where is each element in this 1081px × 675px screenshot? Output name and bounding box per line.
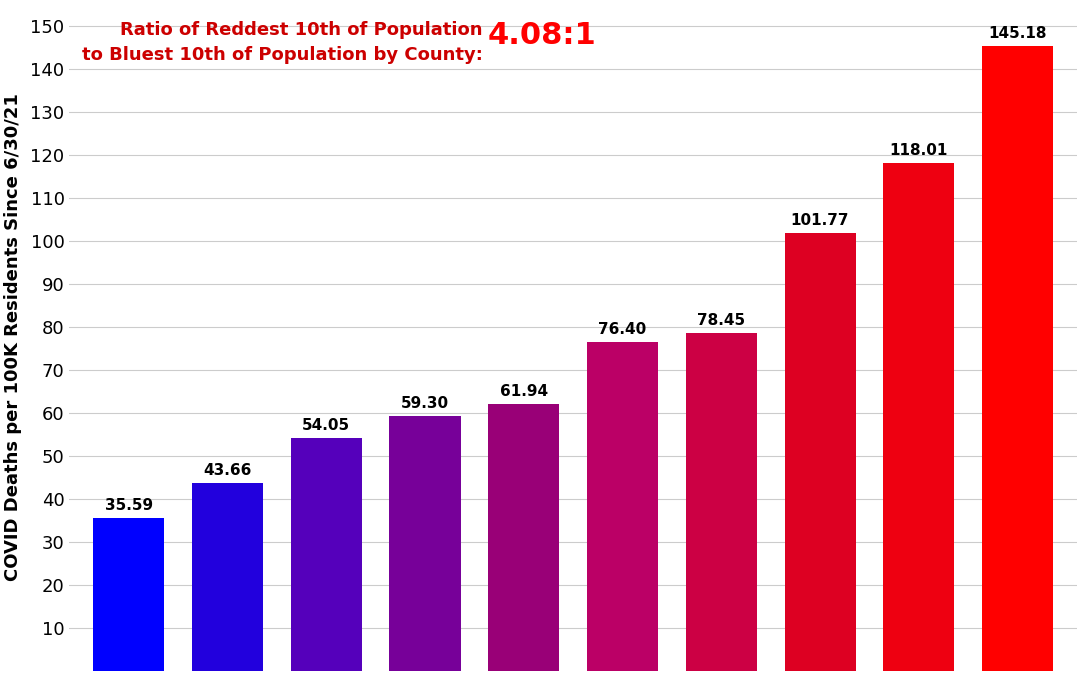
Bar bbox=[489, 404, 559, 671]
Bar bbox=[685, 333, 757, 671]
Text: 54.05: 54.05 bbox=[303, 418, 350, 433]
Text: 61.94: 61.94 bbox=[499, 384, 548, 400]
Text: 35.59: 35.59 bbox=[105, 497, 152, 512]
Text: 118.01: 118.01 bbox=[890, 143, 948, 158]
Bar bbox=[389, 416, 461, 671]
Text: 76.40: 76.40 bbox=[599, 322, 646, 337]
Bar bbox=[785, 233, 856, 671]
Bar bbox=[982, 47, 1053, 671]
Bar bbox=[291, 438, 362, 671]
Bar bbox=[93, 518, 164, 671]
Text: 101.77: 101.77 bbox=[791, 213, 850, 228]
Bar bbox=[587, 342, 658, 671]
Text: 59.30: 59.30 bbox=[401, 396, 449, 410]
Text: 43.66: 43.66 bbox=[203, 463, 252, 478]
Text: 78.45: 78.45 bbox=[697, 313, 746, 328]
Bar bbox=[192, 483, 263, 671]
Bar bbox=[883, 163, 955, 671]
Y-axis label: COVID Deaths per 100K Residents Since 6/30/21: COVID Deaths per 100K Residents Since 6/… bbox=[4, 94, 23, 581]
Text: 145.18: 145.18 bbox=[988, 26, 1046, 41]
Text: 4.08:1: 4.08:1 bbox=[488, 21, 597, 50]
Text: Ratio of Reddest 10th of Population
to Bluest 10th of Population by County:: Ratio of Reddest 10th of Population to B… bbox=[82, 21, 482, 64]
